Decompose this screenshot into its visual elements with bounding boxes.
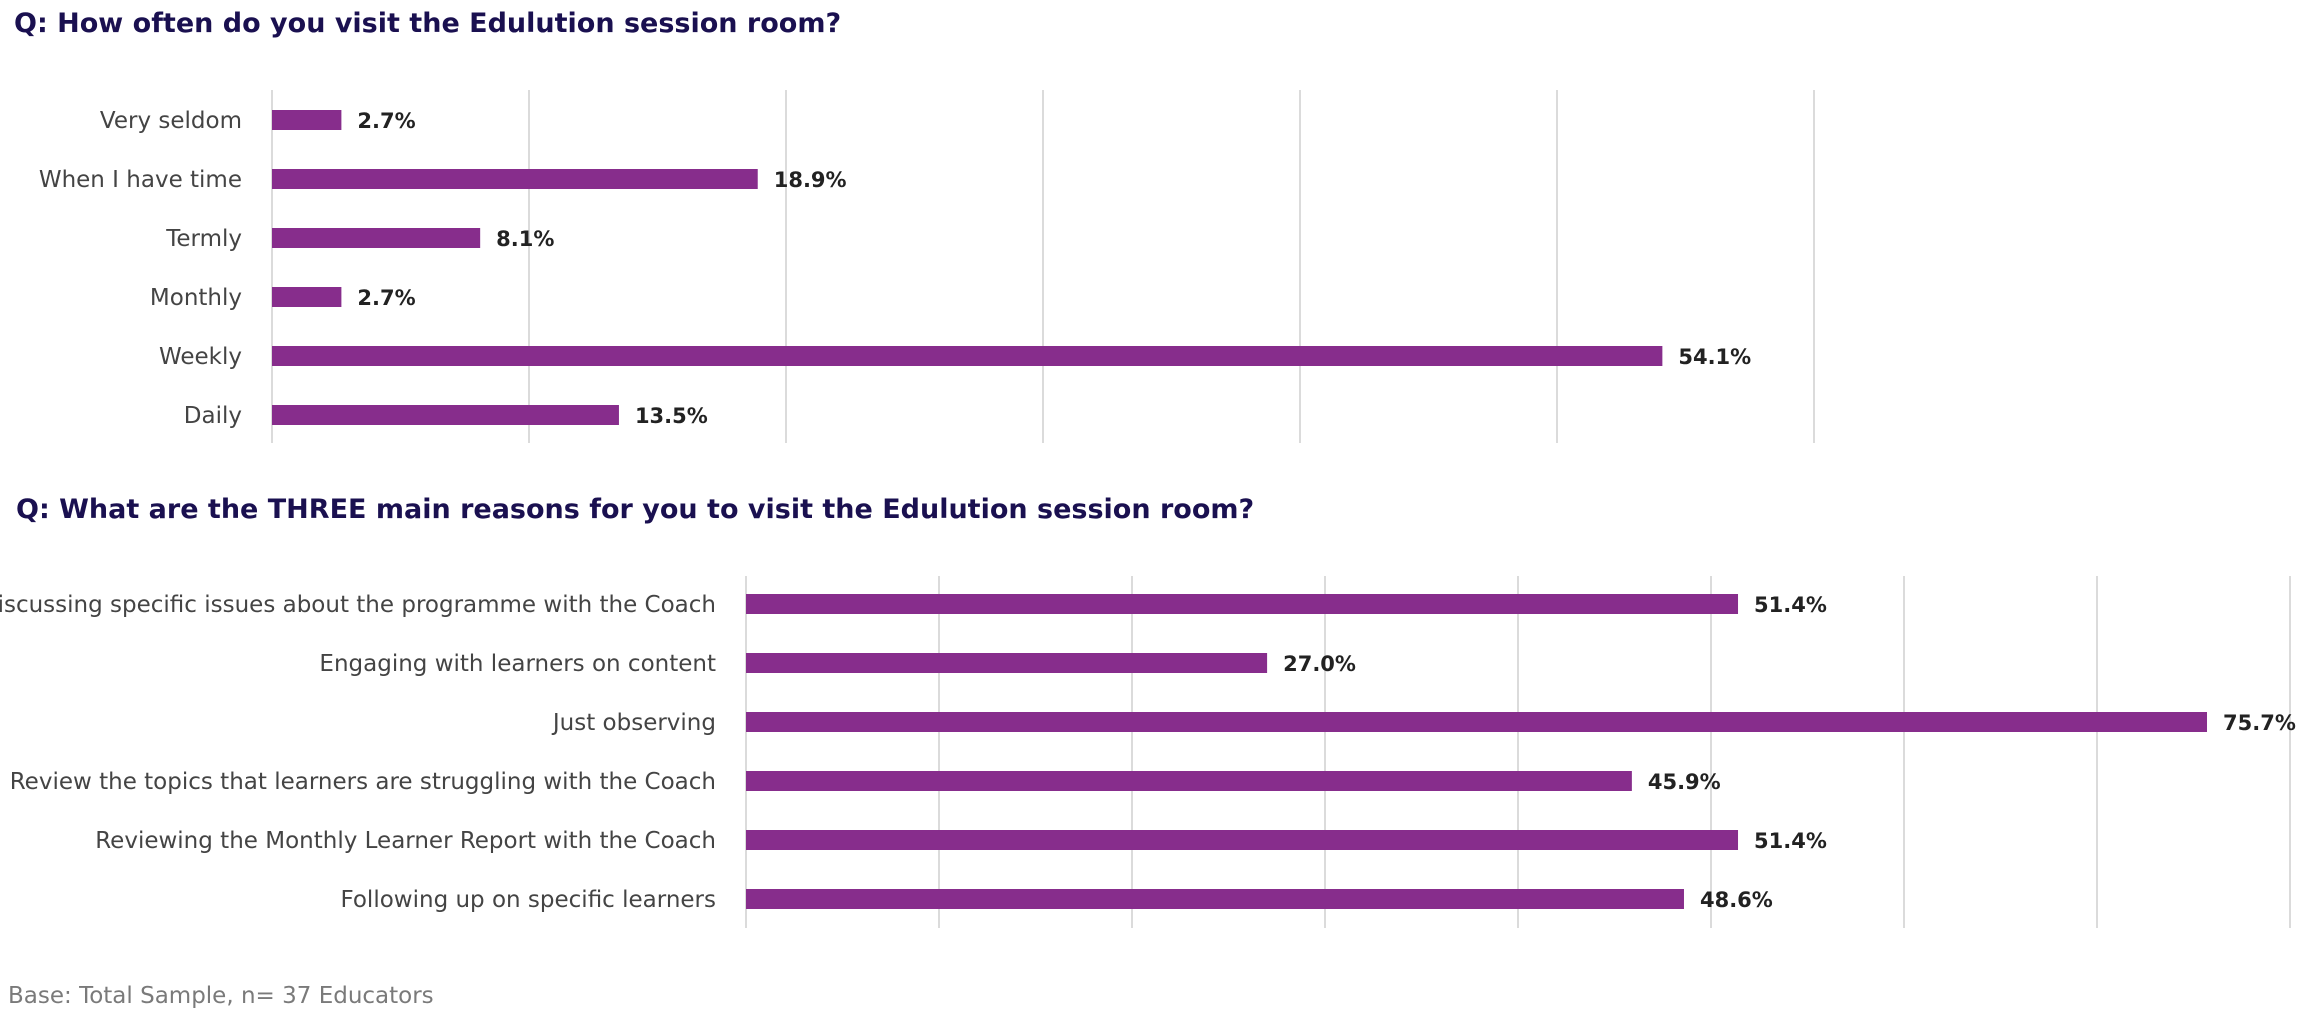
chart1-bar [272,287,342,307]
chart1-value-label: 18.9% [774,168,847,192]
chart1-bar [272,405,619,425]
chart1-category-label: Very seldom [100,108,242,134]
chart1-bar [272,169,758,189]
chart1-category-label: Monthly [150,285,242,311]
base-note: Base: Total Sample, n= 37 Educators [8,983,434,1009]
chart1-category-label: When I have time [39,167,242,193]
chart1-title: Q: How often do you visit the Edulution … [14,8,842,39]
chart1-value-label: 2.7% [357,109,415,133]
chart1-category-label: Weekly [159,344,242,370]
chart1-bar [272,228,481,248]
chart1-bar [272,346,1663,366]
chart1-bar [272,110,342,130]
chart1-value-label: 13.5% [635,404,708,428]
chart1-value-label: 54.1% [1678,345,1751,369]
chart1-value-label: 2.7% [357,286,415,310]
chart1-value-label: 8.1% [496,227,554,251]
chart1-category-label: Daily [184,403,242,429]
chart2-title: Q: What are the THREE main reasons for y… [16,494,1255,525]
chart1-category-label: Termly [165,226,242,252]
